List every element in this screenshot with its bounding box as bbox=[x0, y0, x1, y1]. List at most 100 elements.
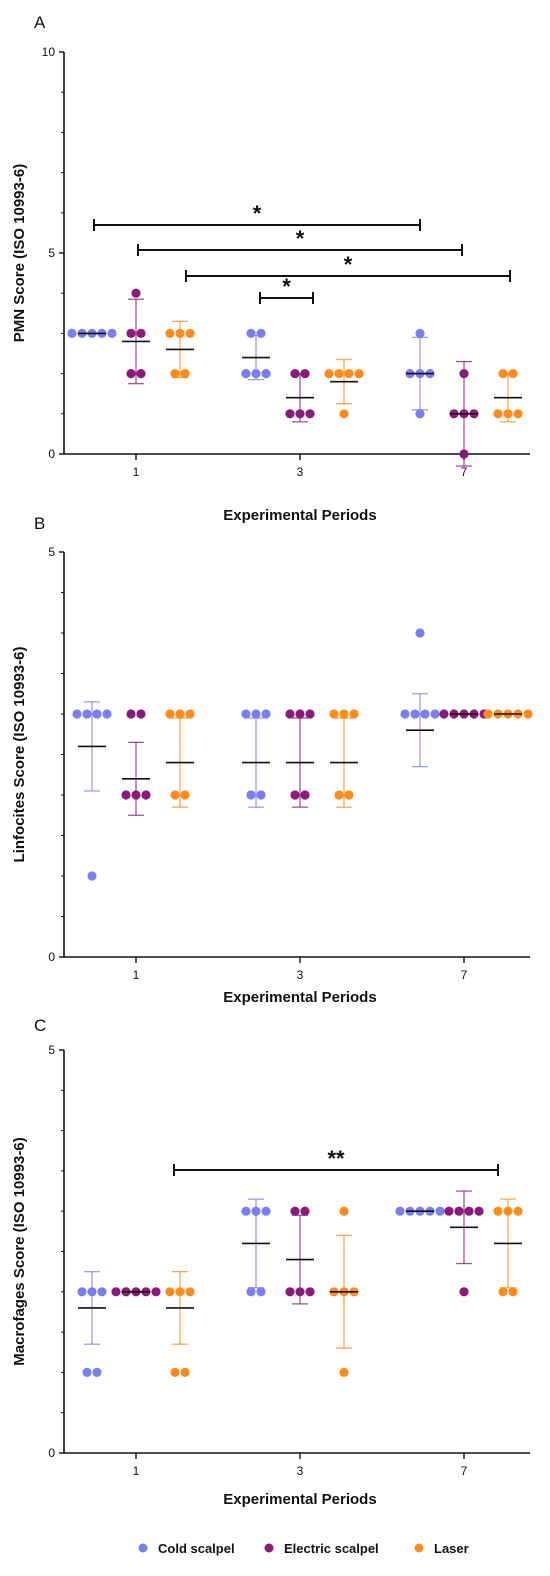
data-point bbox=[180, 790, 190, 800]
data-point bbox=[87, 871, 97, 881]
data-point bbox=[285, 409, 295, 419]
data-point bbox=[175, 709, 185, 719]
data-point bbox=[180, 1367, 190, 1377]
data-point bbox=[131, 790, 141, 800]
data-point bbox=[300, 790, 310, 800]
legend-label: Electric scalpel bbox=[284, 1541, 379, 1556]
data-point bbox=[430, 709, 440, 719]
data-point bbox=[513, 1206, 523, 1216]
data-point bbox=[498, 1287, 508, 1297]
data-point bbox=[290, 369, 300, 379]
data-point bbox=[261, 369, 271, 379]
data-point bbox=[165, 709, 175, 719]
data-point bbox=[415, 628, 425, 638]
data-point bbox=[329, 709, 339, 719]
data-point bbox=[349, 709, 359, 719]
significance-label: * bbox=[296, 226, 305, 251]
significance-bracket: ** bbox=[173, 1146, 499, 1176]
significance-label: * bbox=[253, 201, 262, 226]
legend-label: Cold scalpel bbox=[158, 1541, 235, 1556]
data-point bbox=[493, 409, 503, 419]
y-tick-label: 5 bbox=[48, 545, 55, 559]
data-point bbox=[256, 790, 266, 800]
data-point bbox=[508, 1287, 518, 1297]
data-point bbox=[300, 1206, 310, 1216]
data-point bbox=[285, 1287, 295, 1297]
data-point bbox=[92, 1367, 102, 1377]
data-point bbox=[420, 709, 430, 719]
significance-bracket: * bbox=[185, 252, 511, 282]
data-point bbox=[410, 709, 420, 719]
data-point bbox=[136, 709, 146, 719]
y-tick-label: 5 bbox=[48, 246, 55, 260]
significance-label: * bbox=[282, 274, 291, 299]
data-point bbox=[185, 709, 195, 719]
significance-label: * bbox=[344, 252, 353, 277]
data-point bbox=[339, 409, 349, 419]
data-point bbox=[305, 709, 315, 719]
data-point bbox=[151, 1287, 161, 1297]
panel-a: A 0 5 10 1 3 7 PMN Score (ISO 10993-6) Experimen… bbox=[11, 13, 530, 524]
data-point bbox=[300, 369, 310, 379]
data-point bbox=[126, 709, 136, 719]
data-point bbox=[339, 709, 349, 719]
legend-item: Laser bbox=[414, 1541, 469, 1556]
data-point bbox=[415, 409, 425, 419]
x-tick-label: 7 bbox=[461, 968, 468, 982]
data-point bbox=[439, 709, 449, 719]
y-tick-label: 0 bbox=[48, 447, 55, 461]
data-point bbox=[246, 790, 256, 800]
data-point bbox=[324, 369, 334, 379]
panel-c: C 0 5 1 3 7 Macrofages Score (ISO 10993-6) Expe… bbox=[11, 1016, 530, 1508]
data-point bbox=[334, 369, 344, 379]
data-point bbox=[165, 1287, 175, 1297]
data-point bbox=[513, 409, 523, 419]
data-point bbox=[107, 328, 117, 338]
data-point bbox=[246, 328, 256, 338]
data-point bbox=[305, 1287, 315, 1297]
data-point bbox=[185, 1287, 195, 1297]
data-point bbox=[285, 709, 295, 719]
x-tick-label: 7 bbox=[461, 465, 468, 479]
data-point bbox=[170, 1367, 180, 1377]
data-point bbox=[77, 1287, 87, 1297]
data-point bbox=[82, 1367, 92, 1377]
legend-marker bbox=[138, 1543, 148, 1553]
data-point bbox=[503, 409, 513, 419]
data-point bbox=[141, 790, 151, 800]
x-tick-label: 1 bbox=[133, 465, 140, 479]
data-point bbox=[503, 1206, 513, 1216]
data-point bbox=[459, 449, 469, 459]
legend-item: Electric scalpel bbox=[264, 1541, 379, 1556]
data-point bbox=[185, 328, 195, 338]
data-point bbox=[295, 1287, 305, 1297]
data-point bbox=[400, 709, 410, 719]
data-point bbox=[444, 1206, 454, 1216]
data-point bbox=[102, 709, 112, 719]
panel-label: A bbox=[34, 13, 46, 32]
data-point bbox=[175, 1287, 185, 1297]
data-point bbox=[97, 1287, 107, 1297]
data-point bbox=[126, 369, 136, 379]
data-point bbox=[290, 1206, 300, 1216]
y-tick-label: 5 bbox=[48, 1043, 55, 1057]
data-point bbox=[295, 709, 305, 719]
legend-label: Laser bbox=[434, 1541, 469, 1556]
y-axis-title: Macrofages Score (ISO 10993-6) bbox=[11, 1137, 28, 1365]
data-point bbox=[305, 409, 315, 419]
data-point bbox=[354, 369, 364, 379]
x-tick-label: 3 bbox=[297, 465, 304, 479]
data-point bbox=[334, 790, 344, 800]
data-point bbox=[121, 790, 131, 800]
panel-label: C bbox=[34, 1016, 46, 1035]
data-point bbox=[474, 1206, 484, 1216]
x-tick-label: 3 bbox=[297, 1464, 304, 1478]
data-point bbox=[92, 709, 102, 719]
data-point bbox=[241, 709, 251, 719]
legend-item: Cold scalpel bbox=[138, 1541, 235, 1556]
data-point bbox=[523, 709, 533, 719]
significance-bracket: * bbox=[93, 201, 421, 231]
data-point bbox=[72, 709, 82, 719]
x-axis-title: Experimental Periods bbox=[223, 1491, 376, 1508]
